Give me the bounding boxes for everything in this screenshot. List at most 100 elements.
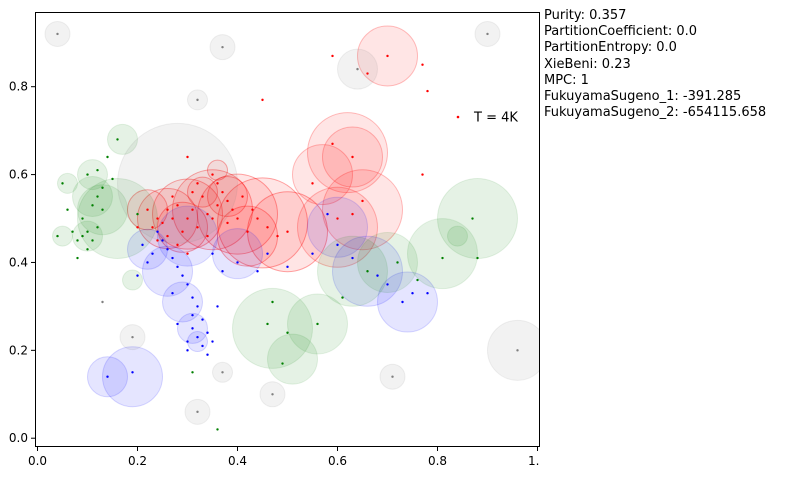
membership-circle-0-10	[152, 178, 223, 250]
data-point-0-38	[351, 155, 354, 159]
data-point-1-31	[336, 243, 339, 247]
membership-circle-2-12	[357, 231, 418, 293]
membership-circle-2-8	[232, 287, 313, 369]
y-tick-label: 0.0	[9, 431, 28, 445]
x-tick-label: 0.6	[328, 454, 347, 468]
data-point-0-7	[186, 217, 189, 220]
data-point-2-34	[56, 234, 59, 238]
data-point-3-7	[271, 393, 274, 396]
data-point-0-19	[256, 217, 259, 220]
legend-label: T = 4K	[473, 111, 518, 126]
data-point-1-28	[256, 270, 259, 273]
x-tick-label: 1.0	[528, 454, 540, 468]
data-point-3-3	[196, 98, 199, 102]
data-point-0-5	[176, 204, 179, 207]
data-point-3-10	[131, 335, 134, 339]
data-point-0-20	[266, 226, 269, 229]
data-point-1-27	[236, 261, 239, 264]
data-point-1-19	[146, 261, 149, 264]
membership-circle-1-4	[162, 281, 203, 323]
membership-circle-0-7	[217, 177, 308, 269]
data-point-1-40	[171, 292, 174, 295]
data-point-0-27	[196, 182, 199, 185]
data-point-2-14	[106, 155, 109, 159]
data-point-1-22	[206, 353, 209, 356]
fuzzy-membership-circles	[44, 20, 540, 425]
x-tick-label: 0.0	[28, 454, 47, 468]
data-point-3-5	[516, 349, 519, 352]
data-point-0-0	[146, 208, 149, 211]
data-point-2-17	[101, 208, 104, 211]
data-point-1-29	[286, 265, 289, 269]
data-point-1-3	[191, 327, 194, 330]
data-point-2-4	[86, 230, 89, 233]
data-point-0-29	[186, 155, 189, 159]
data-point-0-24	[186, 252, 189, 255]
y-tick-label: 0.4	[9, 255, 28, 269]
metrics-panel: Purity: 0.357 PartitionCoefficient: 0.0 …	[544, 8, 766, 121]
data-point-0-35	[426, 89, 429, 93]
data-point-2-22	[266, 322, 269, 326]
data-point-0-26	[151, 226, 154, 229]
data-point-0-15	[226, 221, 229, 225]
data-point-0-4	[171, 217, 174, 220]
metric-fukuyama-sugeno-1: FukuyamaSugeno_1: -391.285	[544, 89, 742, 105]
data-point-1-6	[206, 331, 209, 334]
data-point-2-19	[136, 212, 139, 216]
y-tick-label: 0.2	[9, 343, 28, 357]
data-point-0-32	[366, 72, 369, 75]
data-point-1-11	[181, 274, 184, 277]
data-point-2-26	[341, 296, 344, 299]
data-point-1-12	[176, 265, 179, 269]
data-point-2-23	[281, 362, 284, 365]
data-point-2-32	[476, 256, 479, 260]
data-point-0-2	[161, 221, 164, 225]
data-point-2-2	[76, 239, 79, 242]
membership-circle-2-16	[122, 269, 143, 291]
data-point-0-25	[166, 234, 169, 238]
membership-circle-0-2	[292, 144, 353, 206]
data-point-2-1	[71, 230, 74, 233]
membership-circle-2-13	[407, 218, 478, 290]
data-points	[56, 32, 519, 431]
data-point-2-5	[91, 239, 94, 242]
data-point-0-6	[181, 230, 184, 233]
membership-circle-1-7	[157, 205, 218, 267]
membership-circle-1-8	[307, 196, 368, 258]
data-point-3-1	[221, 45, 224, 49]
data-point-0-42	[361, 199, 364, 203]
data-point-0-16	[231, 208, 234, 211]
data-point-2-10	[96, 195, 99, 198]
membership-circle-2-9	[267, 333, 318, 385]
membership-circle-2-15	[447, 225, 468, 247]
data-point-1-8	[196, 305, 199, 308]
scatter-plot: 0.0 0.2 0.4 0.6 0.8 1.0 0.0 0.2 0.4 0.6 0.8 T = 4…	[9, 12, 540, 468]
data-point-1-38	[326, 212, 329, 216]
data-point-1-23	[176, 322, 179, 326]
data-point-0-17	[236, 217, 239, 220]
membership-circle-2-5	[77, 159, 108, 191]
data-point-1-4	[196, 335, 199, 339]
data-point-1-15	[161, 239, 164, 242]
data-point-2-3	[81, 234, 84, 238]
data-point-0-44	[226, 199, 229, 203]
membership-circle-0-12	[157, 201, 208, 253]
data-point-0-30	[261, 98, 264, 102]
data-point-1-16	[156, 230, 159, 233]
data-point-2-9	[91, 204, 94, 207]
data-point-1-18	[141, 243, 144, 247]
data-point-2-18	[76, 256, 79, 260]
data-point-0-28	[211, 173, 214, 176]
membership-circle-1-3	[187, 331, 208, 353]
data-point-0-50	[191, 190, 194, 194]
data-point-2-33	[271, 300, 274, 304]
data-point-0-40	[336, 217, 339, 220]
data-point-2-25	[316, 322, 319, 326]
metric-mpc: MPC: 1	[544, 72, 589, 88]
membership-circle-0-15	[187, 176, 218, 208]
data-point-1-14	[166, 248, 169, 251]
membership-circle-0-5	[297, 186, 378, 268]
data-point-2-7	[86, 248, 89, 251]
data-point-2-11	[101, 186, 104, 189]
x-tick-label: 0.2	[128, 454, 147, 468]
